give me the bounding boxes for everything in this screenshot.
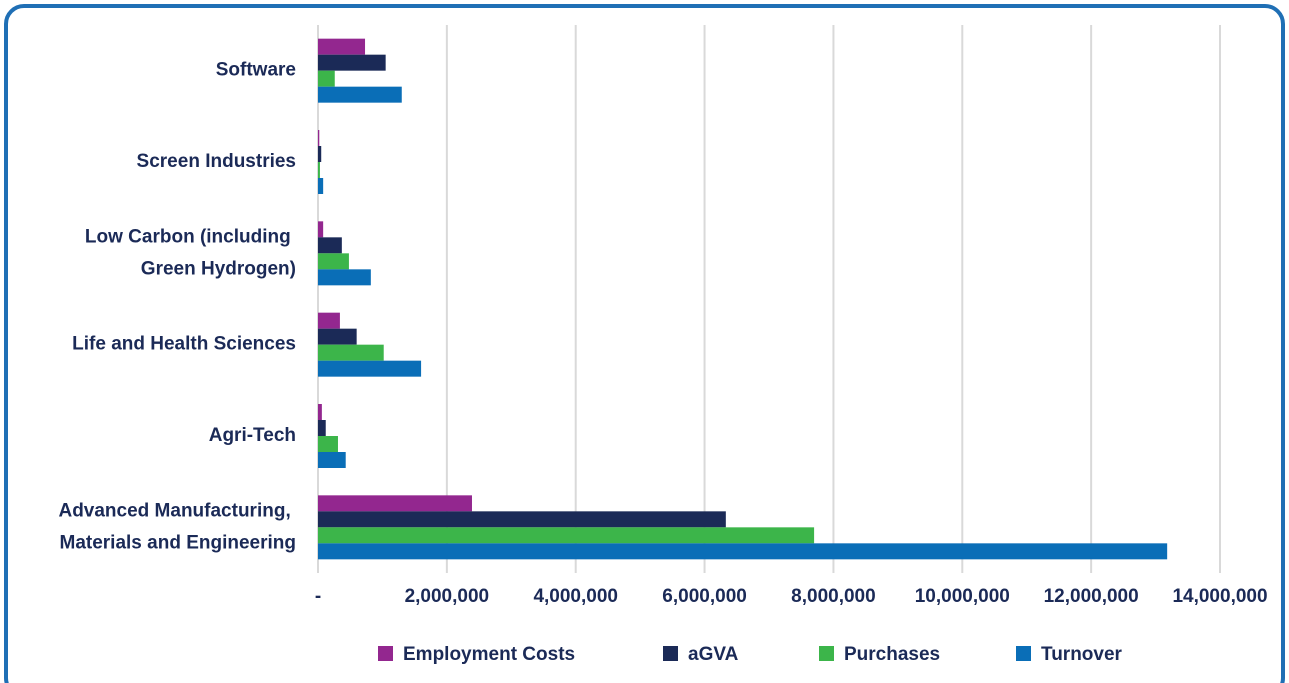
bar — [318, 420, 326, 436]
bar — [318, 436, 338, 452]
x-tick-label: 8,000,000 — [791, 586, 876, 607]
x-tick-label: 4,000,000 — [533, 586, 618, 607]
x-tick-label: 10,000,000 — [915, 586, 1010, 607]
x-tick-label: 12,000,000 — [1044, 586, 1139, 607]
bar — [318, 253, 349, 270]
legend-label: Turnover — [1041, 644, 1123, 665]
bar — [318, 527, 815, 544]
bar — [318, 86, 402, 103]
bar — [318, 312, 340, 329]
bar — [318, 495, 472, 512]
x-tick-label: 14,000,000 — [1172, 586, 1267, 607]
bar — [318, 178, 324, 194]
bar — [318, 54, 386, 71]
bar — [318, 360, 422, 377]
x-tick-label: 2,000,000 — [405, 586, 490, 607]
label-line: Green Hydrogen) — [141, 258, 296, 279]
bar — [318, 269, 371, 286]
bar — [318, 38, 366, 55]
y-tick-label: Software — [216, 60, 296, 81]
legend-swatch — [819, 646, 834, 661]
bar — [318, 221, 324, 238]
bar — [318, 404, 322, 420]
label-line: Advanced Manufacturing, — [58, 500, 296, 521]
legend-label: Employment Costs — [403, 644, 575, 665]
bar — [318, 328, 357, 345]
legend-swatch — [378, 646, 393, 661]
bar — [318, 130, 320, 146]
y-tick-label: Screen Industries — [137, 151, 296, 172]
x-tick-label: - — [315, 586, 321, 607]
bar — [318, 543, 1168, 560]
legend-swatch — [1016, 646, 1031, 661]
bar — [318, 344, 384, 361]
bar — [318, 146, 322, 162]
bar — [318, 511, 726, 528]
y-tick-label: Life and Health Sciences — [72, 334, 296, 355]
x-tick-label: 6,000,000 — [662, 586, 747, 607]
label-line: Materials and Engineering — [60, 532, 297, 553]
frame — [4, 4, 1285, 683]
legend-swatch — [663, 646, 678, 661]
y-tick-label: Low Carbon (including Green Hydrogen) — [85, 226, 296, 279]
y-tick-label: Advanced Manufacturing, Materials and En… — [58, 500, 296, 553]
y-tick-label: Agri-Tech — [209, 425, 296, 446]
legend-label: Purchases — [844, 644, 940, 665]
bar — [318, 452, 346, 468]
legend-label: aGVA — [688, 644, 739, 665]
bar — [318, 237, 342, 254]
label-line: Low Carbon (including — [85, 226, 296, 247]
bar — [318, 162, 320, 178]
bar — [318, 70, 335, 87]
